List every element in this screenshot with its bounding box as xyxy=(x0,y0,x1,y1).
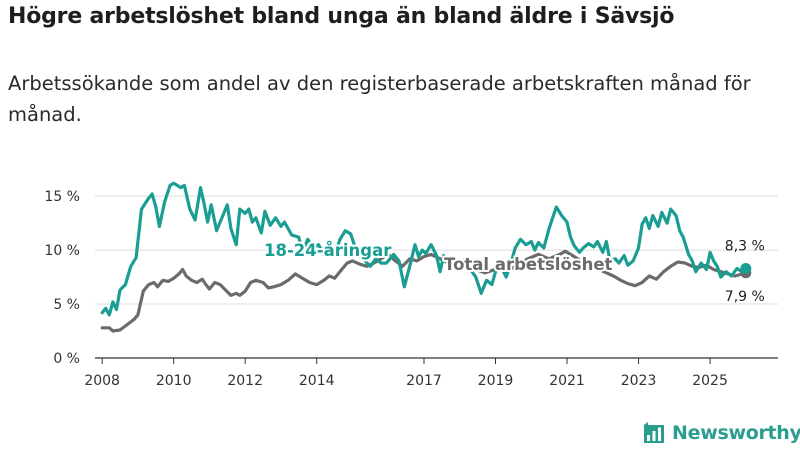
x-axis-ticks: 2008 2010 2012 2014 2017 2019 2021 2023 2025 xyxy=(84,358,728,389)
newsworthy-logo-icon xyxy=(644,422,664,443)
y-tick-label: 15 % xyxy=(44,189,80,205)
x-tick-label: 2023 xyxy=(621,373,657,389)
x-tick-label: 2021 xyxy=(549,373,585,389)
series-label-18-24: 18-24-åringar xyxy=(264,241,392,260)
x-tick-label: 2014 xyxy=(299,373,335,389)
series-label-total: Total arbetslöshet xyxy=(444,255,613,274)
y-axis-ticks: 0 % 5 % 10 % 15 % xyxy=(44,189,80,367)
chart-subtitle: Arbetssökande som andel av den registerb… xyxy=(8,72,751,126)
y-tick-label: 5 % xyxy=(53,297,80,313)
x-tick-label: 2010 xyxy=(156,373,192,389)
newsworthy-brand[interactable]: Newsworthy xyxy=(642,420,800,446)
grid-lines xyxy=(95,195,778,359)
end-label-18-24: 8,3 % xyxy=(725,238,765,254)
x-tick-label: 2017 xyxy=(406,373,442,389)
y-tick-label: 10 % xyxy=(44,243,80,259)
chart-title: Högre arbetslöshet bland unga än bland ä… xyxy=(8,4,675,29)
x-tick-label: 2012 xyxy=(227,373,263,389)
x-tick-label: 2025 xyxy=(692,373,728,389)
series-lines xyxy=(100,181,752,333)
brand-name: Newsworthy xyxy=(672,422,800,444)
y-tick-label: 0 % xyxy=(53,351,80,367)
end-point-18-24 xyxy=(740,262,752,274)
series-line-total xyxy=(100,249,748,333)
x-tick-label: 2008 xyxy=(84,373,120,389)
x-tick-label: 2019 xyxy=(478,373,514,389)
end-label-total: 7,9 % xyxy=(725,289,765,305)
series-labels: 18-24-åringar Total arbetslöshet 8,3 % 7,9 … xyxy=(262,238,765,305)
series-line-18-24 xyxy=(100,181,748,317)
